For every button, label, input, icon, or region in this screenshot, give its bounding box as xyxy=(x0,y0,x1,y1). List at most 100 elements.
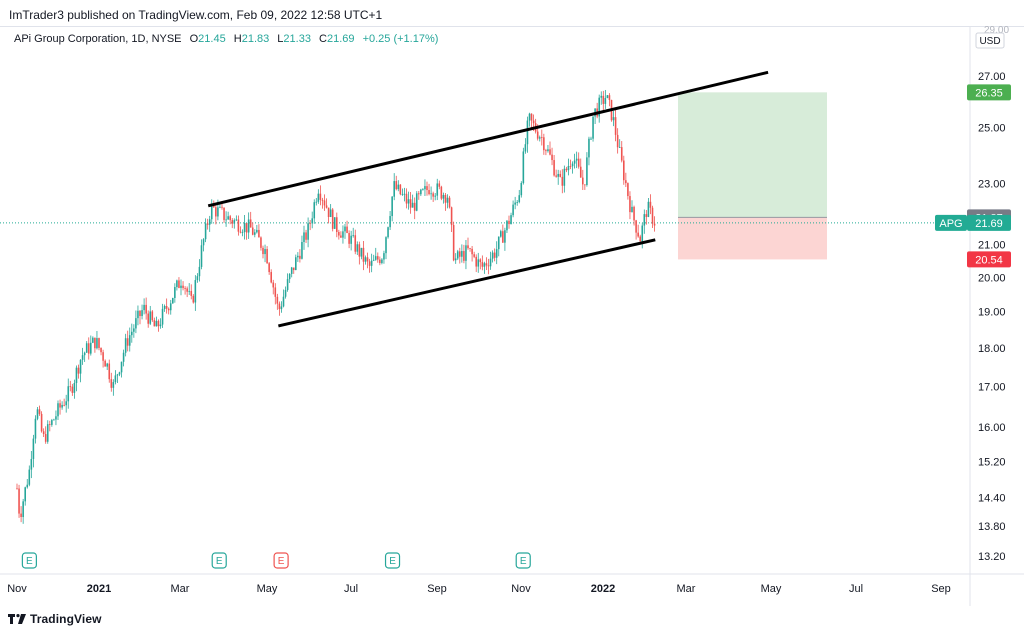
candle-body xyxy=(46,424,49,442)
candle-body xyxy=(366,257,369,262)
candle-body xyxy=(426,186,428,191)
chart-frame xyxy=(0,26,1024,606)
candle-body xyxy=(96,338,98,349)
candle-body xyxy=(241,232,244,233)
channel-upper-line[interactable] xyxy=(207,70,769,208)
time-tick-label: Nov xyxy=(7,583,27,595)
high-label: H xyxy=(233,33,242,45)
candle-body xyxy=(604,97,607,104)
candle-body xyxy=(288,273,291,280)
candle-body xyxy=(645,214,648,217)
candle-body xyxy=(616,134,619,148)
candle-body xyxy=(393,181,395,197)
close-value: 21.69 xyxy=(326,33,355,45)
currency-button[interactable] xyxy=(975,32,1005,49)
candle-body xyxy=(385,237,387,254)
candle-body xyxy=(266,249,268,264)
candle-body xyxy=(524,144,527,152)
candle-body xyxy=(387,227,389,238)
earnings-marker[interactable] xyxy=(384,552,401,569)
candle-body xyxy=(473,254,475,257)
candle-body xyxy=(276,296,279,304)
candle-body xyxy=(313,202,316,219)
price-tick-label: 23.00 xyxy=(978,179,1006,191)
candle-body xyxy=(497,236,500,250)
time-tick-label: Mar xyxy=(677,583,696,595)
candle-body xyxy=(87,343,90,354)
candle-body xyxy=(364,257,367,262)
candle-body xyxy=(63,404,65,406)
candle-body xyxy=(77,367,80,374)
candle-body xyxy=(338,231,340,236)
candle-body xyxy=(528,113,531,121)
price-tick-label: 15.20 xyxy=(978,456,1006,468)
earnings-marker[interactable] xyxy=(211,552,227,569)
candle-body xyxy=(504,230,506,243)
price-tick-label: 16.00 xyxy=(978,422,1006,434)
candle-body xyxy=(379,259,381,264)
candle-body xyxy=(415,193,418,211)
candle-body xyxy=(510,215,512,225)
candle-body xyxy=(381,259,383,264)
earnings-marker[interactable] xyxy=(273,552,289,569)
candle-body xyxy=(588,138,590,158)
candle-body xyxy=(90,342,92,354)
candle-body xyxy=(620,147,623,161)
target-price-label: 26.35 xyxy=(975,87,1003,99)
time-tick-label: May xyxy=(257,583,278,595)
candle-body xyxy=(122,352,125,362)
price-tick-label: 27.00 xyxy=(978,71,1006,83)
candle-body xyxy=(251,227,254,235)
earnings-marker-label: E xyxy=(389,556,396,567)
candle-body xyxy=(81,355,84,360)
brand-footer[interactable]: TradingView xyxy=(8,608,102,630)
candle-body xyxy=(452,225,455,261)
candle-body xyxy=(575,158,578,161)
candle-body xyxy=(299,255,301,259)
candle-body xyxy=(495,249,498,258)
candle-body xyxy=(69,386,72,388)
candle-body xyxy=(383,253,385,260)
candle-body xyxy=(352,235,354,237)
candle-body xyxy=(49,424,51,425)
candle-body xyxy=(545,150,547,152)
candle-body xyxy=(643,214,646,226)
candle-body xyxy=(249,219,252,228)
candle-body xyxy=(79,359,82,374)
candle-body xyxy=(438,183,441,187)
candle-body xyxy=(368,261,371,266)
candle-body xyxy=(143,304,145,311)
candle-body xyxy=(409,199,412,208)
price-tick-cut: 29.00 xyxy=(984,25,1009,36)
candle-body xyxy=(227,216,229,220)
earnings-marker[interactable] xyxy=(21,552,37,569)
candle-body xyxy=(44,434,47,442)
candle-body xyxy=(446,197,449,203)
candle-body xyxy=(403,193,406,195)
candle-body xyxy=(100,347,102,353)
candle-body xyxy=(370,260,373,266)
earnings-marker-label: E xyxy=(520,556,527,567)
candle-body xyxy=(169,303,172,311)
price-tick-label: 19.00 xyxy=(978,307,1006,319)
channel-lower-line[interactable] xyxy=(278,238,656,328)
candle-body xyxy=(292,267,295,271)
candle-body xyxy=(151,311,154,321)
candle-body xyxy=(137,310,139,319)
candle-body xyxy=(147,313,149,324)
candle-body xyxy=(36,409,39,419)
candle-body xyxy=(493,252,496,258)
candle-body xyxy=(471,248,473,255)
candle-body xyxy=(210,203,213,220)
earnings-marker[interactable] xyxy=(515,552,531,569)
candle-body xyxy=(305,232,307,240)
symbol-tag: APG xyxy=(939,218,962,230)
stop-zone[interactable] xyxy=(678,217,827,260)
candle-body xyxy=(229,216,231,221)
target-zone[interactable] xyxy=(678,92,827,218)
candle-body xyxy=(377,256,379,260)
price-tick-label: 14.40 xyxy=(978,493,1006,505)
time-tick-label: 2022 xyxy=(591,583,615,595)
candle-body xyxy=(186,288,188,292)
